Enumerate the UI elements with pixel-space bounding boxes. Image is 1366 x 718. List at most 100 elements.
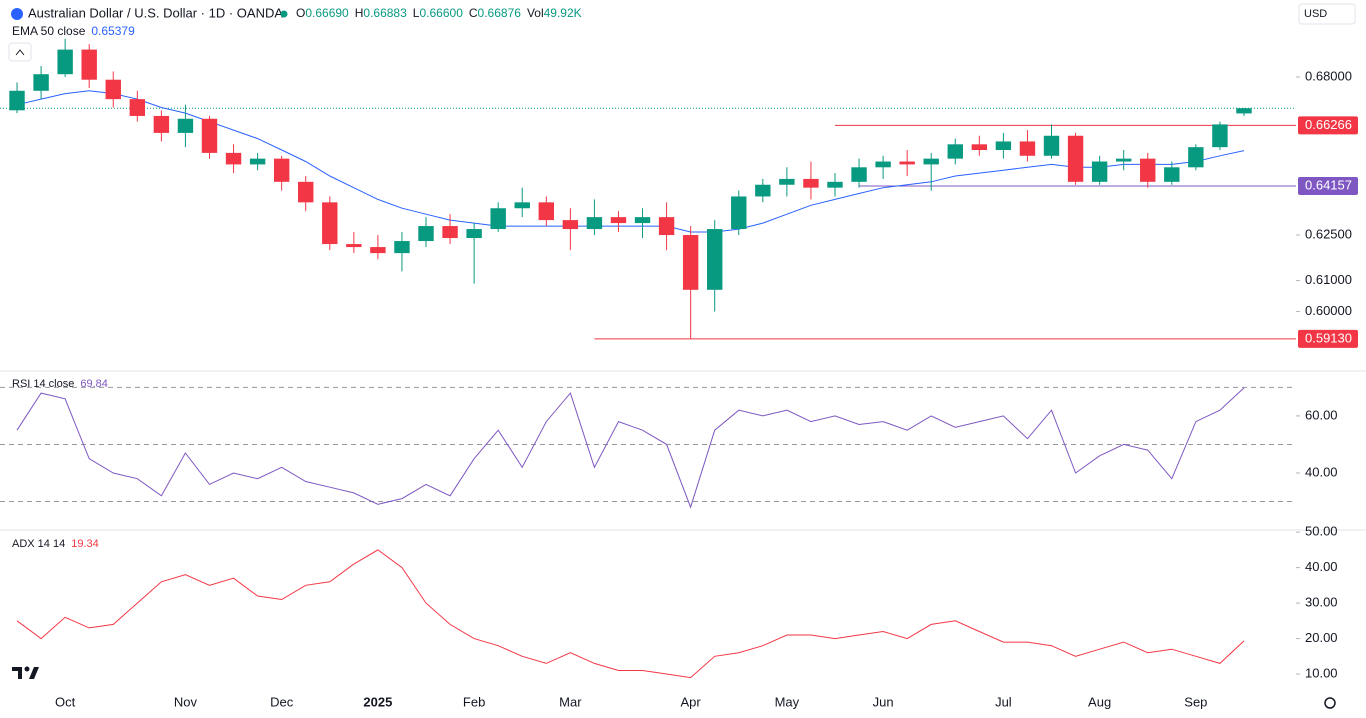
- market-status: [280, 10, 288, 18]
- candle-body: [731, 196, 747, 230]
- legend-key: L: [413, 6, 420, 20]
- candle-body: [803, 178, 819, 188]
- candle-body: [33, 74, 49, 91]
- currency-button[interactable]: [1298, 3, 1356, 25]
- candle-body: [249, 158, 266, 165]
- tv-logo: [12, 666, 39, 679]
- level-label: 0.66266: [1305, 117, 1352, 132]
- x-tick-label: Nov: [174, 694, 198, 709]
- candle-body: [273, 158, 290, 182]
- symbol-title[interactable]: Australian Dollar / U.S. Dollar · 1D · O…: [28, 5, 283, 20]
- candle-body: [1067, 135, 1084, 182]
- candle-body: [658, 217, 675, 236]
- candle-body: [105, 79, 121, 100]
- adx-legend[interactable]: ADX 14 14 19.34: [12, 538, 99, 550]
- candle-body: [1164, 167, 1180, 182]
- indicator-legend[interactable]: EMA 50 close 0.65379: [12, 24, 135, 38]
- legend-key: O: [296, 6, 305, 20]
- candle-body: [57, 49, 73, 75]
- indicator-line: [16, 387, 1245, 509]
- candle-body: [1115, 158, 1132, 162]
- candle-body: [370, 247, 386, 254]
- candle-body: [538, 202, 554, 221]
- legend-key: H: [355, 6, 364, 20]
- x-tick-label: 2025: [363, 694, 392, 709]
- level-label: 0.64157: [1305, 177, 1352, 192]
- y-tick-label: 0.61000: [1305, 272, 1352, 287]
- level-badge: [1298, 116, 1358, 135]
- candle-body: [634, 217, 651, 224]
- candle-body: [177, 118, 194, 133]
- indicator-name: EMA 50 close: [12, 24, 86, 38]
- x-tick-label: Dec: [270, 694, 294, 709]
- legend-value: 49.92K: [544, 6, 582, 20]
- legend-value: 0.66883: [363, 6, 407, 20]
- candle-body: [682, 235, 699, 290]
- candle-body: [755, 184, 771, 197]
- candle-body: [514, 202, 530, 209]
- indicator-value: 0.65379: [91, 24, 135, 38]
- candle-body: [298, 181, 314, 203]
- level-badge: [1298, 176, 1358, 195]
- y-tick-label: 0.68000: [1305, 68, 1352, 83]
- rsi-name: RSI 14 close: [12, 378, 74, 390]
- candle-body: [201, 118, 218, 153]
- candle-body: [442, 226, 458, 239]
- x-tick-label: Jul: [995, 694, 1012, 709]
- candle-body: [562, 220, 579, 230]
- x-tick-label: Sep: [1184, 694, 1207, 709]
- y-tick-label: 40.00: [1305, 464, 1338, 479]
- x-tick-label: Feb: [463, 694, 485, 709]
- rsi-value: 69.84: [80, 378, 108, 390]
- y-tick-label: 40.00: [1305, 559, 1338, 574]
- candle-body: [490, 208, 506, 230]
- rsi-legend[interactable]: RSI 14 close 69.84: [12, 378, 108, 390]
- symbol-icon: [11, 8, 23, 20]
- candle-body: [1091, 161, 1108, 182]
- candle-body: [610, 217, 627, 224]
- candle-body: [1043, 135, 1060, 156]
- ohlc-legend: O0.66690 H0.66883 L0.66600 C0.66876 Vol49.92…: [296, 6, 582, 20]
- candle-body: [418, 226, 434, 242]
- candle-body: [875, 161, 891, 168]
- y-tick-label: 60.00: [1305, 407, 1338, 422]
- legend-value: 0.66876: [478, 6, 522, 20]
- candle-body: [1019, 141, 1036, 156]
- candle-body: [586, 217, 603, 230]
- candle-body: [225, 152, 242, 165]
- candle-body: [971, 144, 988, 151]
- candle-body: [923, 158, 939, 165]
- collapse-icon: [15, 49, 25, 56]
- legend-key: Vol: [527, 6, 544, 20]
- candle-body: [1212, 124, 1228, 148]
- adx-value: 19.34: [71, 538, 99, 550]
- candle-body: [899, 161, 915, 165]
- collapse-button[interactable]: [8, 42, 32, 62]
- x-tick-label: May: [775, 694, 800, 709]
- level-label: 0.59130: [1305, 330, 1352, 345]
- candle-body: [394, 241, 410, 254]
- indicator-line: [16, 549, 1245, 679]
- candle-body: [851, 167, 867, 182]
- level-badge: [1298, 329, 1358, 348]
- x-tick-label: Mar: [559, 694, 582, 709]
- y-tick-label: 10.00: [1305, 665, 1338, 680]
- candle-body: [1236, 108, 1252, 114]
- legend-key: C: [469, 6, 478, 20]
- candle-body: [466, 229, 482, 239]
- adx-name: ADX 14 14: [12, 538, 65, 550]
- candle-body: [322, 202, 338, 245]
- x-tick-label: Aug: [1088, 694, 1111, 709]
- candle-body: [1188, 147, 1204, 168]
- candle-body: [947, 144, 963, 159]
- settings-button[interactable]: [1324, 697, 1336, 709]
- candle-body: [346, 244, 362, 248]
- x-tick-label: Jun: [873, 694, 894, 709]
- candle-body: [153, 115, 170, 133]
- y-tick-label: 0.60000: [1305, 303, 1352, 318]
- candle-body: [827, 181, 843, 188]
- ema-line: [16, 90, 1245, 233]
- y-tick-label: 0.62500: [1305, 226, 1352, 241]
- candle-body: [995, 141, 1012, 151]
